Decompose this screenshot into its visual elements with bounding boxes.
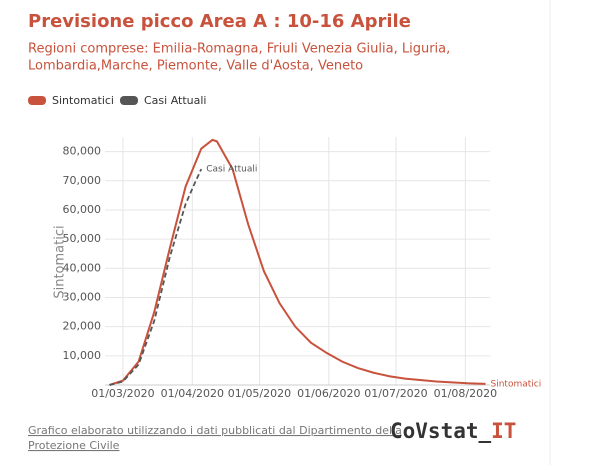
logo: CoVstat_IT <box>390 419 516 443</box>
series-line <box>109 138 486 386</box>
subtitle: Lombardia,Marche, Piemonte, Valle d'Aost… <box>28 59 363 74</box>
series-line <box>109 168 203 386</box>
logo-part: IT <box>491 419 516 443</box>
y-tick-label: 80,000 <box>63 145 102 158</box>
x-tick-label: 01/08/2020 <box>434 387 497 400</box>
x-tick-label: 01/03/2020 <box>91 387 154 400</box>
legend-swatch <box>120 96 138 105</box>
y-tick-label: 40,000 <box>63 261 102 274</box>
subtitle: Regioni comprese: Emilia-Romagna, Friuli… <box>28 42 450 57</box>
logo-part: CoVstat_ <box>390 419 492 443</box>
y-tick-label: 20,000 <box>63 320 102 333</box>
y-tick-label: 10,000 <box>63 349 102 362</box>
x-tick-label: 01/05/2020 <box>228 387 291 400</box>
source-note[interactable]: Grafico elaborato utilizzando i dati pub… <box>28 424 402 437</box>
legend-label: Casi Attuali <box>144 94 207 107</box>
y-tick-label: 70,000 <box>63 174 102 187</box>
x-tick-label: 01/04/2020 <box>161 387 224 400</box>
legend-label: Sintomatici <box>52 94 114 107</box>
x-tick-label: 01/06/2020 <box>297 387 360 400</box>
legend-swatch <box>28 96 46 105</box>
x-tick-label: 01/07/2020 <box>364 387 427 400</box>
series-end-label: Casi Attuali <box>206 165 257 175</box>
y-tick-label: 50,000 <box>63 232 102 245</box>
source-note[interactable]: Protezione Civile <box>28 439 120 452</box>
y-axis-label: Sintomatici <box>53 225 68 298</box>
y-tick-label: 60,000 <box>63 203 102 216</box>
chart-title: Previsione picco Area A : 10-16 Aprile <box>28 11 411 32</box>
series-end-label: Sintomatici <box>491 379 542 389</box>
y-tick-label: 30,000 <box>63 290 102 303</box>
